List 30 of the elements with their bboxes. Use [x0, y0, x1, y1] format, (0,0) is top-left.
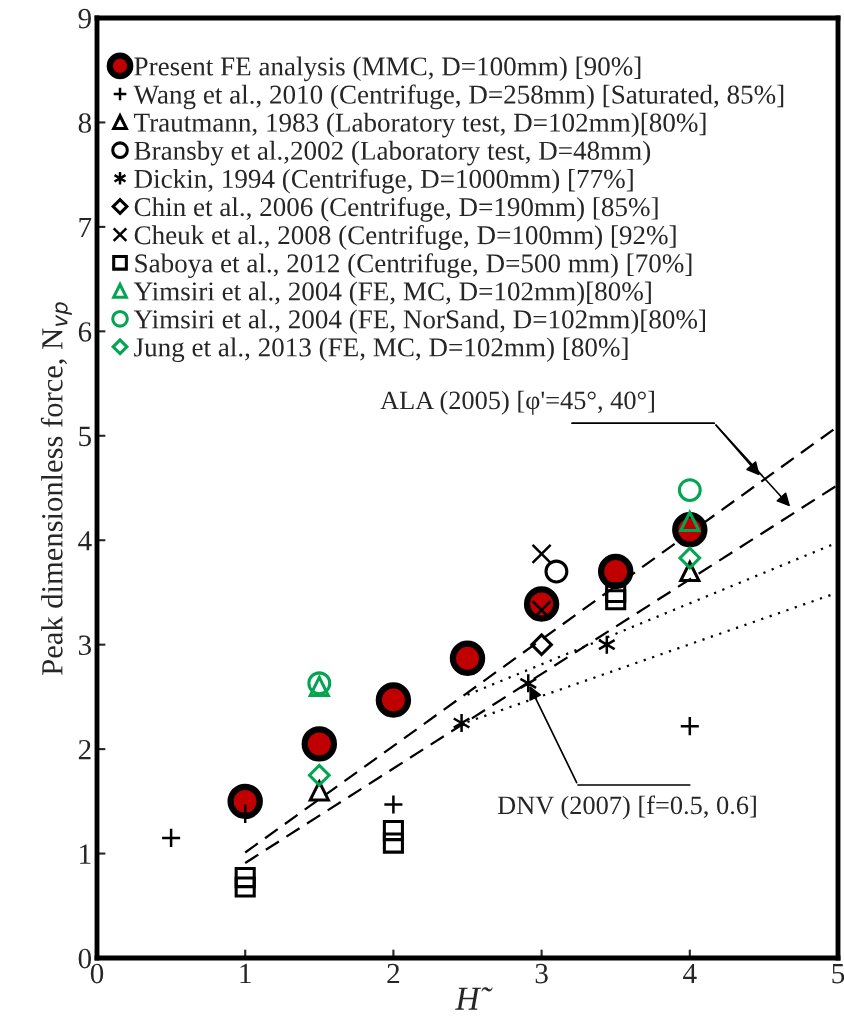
x-tick-label: 1: [240, 963, 251, 984]
x-tick-label: 5: [832, 964, 844, 984]
y-tick-label: 6: [78, 322, 92, 342]
legend-label: Dickin, 1994 (Centrifuge, D=1000mm) [77%]: [134, 168, 633, 194]
legend-label: Bransby et al.,2002 (Laboratory test, D=48mm): [134, 140, 651, 166]
y-tick-label: 4: [78, 531, 92, 551]
legend-label: Trautmann, 1983 (Laboratory test, D=102mm)[80%]: [134, 112, 706, 138]
y-tick-label: 3: [78, 635, 91, 656]
y-tick-label: 7: [79, 217, 92, 238]
x-tick-label: 2: [387, 963, 400, 984]
x-axis-title: H̃: [455, 987, 493, 1010]
legend-label: Jung et al., 2013 (FE, MC, D=102mm) [80%]: [134, 337, 628, 363]
legend-label: Yimsiri et al., 2004 (FE, NorSand, D=102mm)[80%]: [133, 309, 705, 335]
x-tick-label: 3: [535, 963, 548, 984]
legend-label: Wang et al., 2010 (Centrifuge, D=258mm) [Saturated, 85%]: [133, 84, 784, 110]
y-axis-title: Peak dimensionless force, N$_{vp}$: [40, 302, 72, 675]
legend-label: Cheuk et al., 2008 (Centrifuge, D=100mm) [92%]: [134, 225, 676, 250]
y-tick-label: 2: [78, 739, 91, 760]
legend-label: Chin et al., 2006 (Centrifuge, D=190mm) [85%]: [134, 196, 658, 222]
legend-label: Present FE analysis (MMC, D=100mm) [90%]: [134, 56, 641, 82]
legend-label: Saboya et al., 2012 (Centrifuge, D=500 mm) [70%]: [135, 253, 692, 279]
y-tick-label: 9: [78, 8, 91, 29]
x-tick-label: 4: [683, 963, 697, 984]
annotation: DNV (2007) [f=0.5, 0.6]: [497, 795, 756, 820]
y-tick-label: 1: [80, 844, 91, 864]
annotation: ALA (2005) [φ'=45°, 40°]: [380, 390, 654, 415]
y-tick-label: 0: [78, 948, 92, 969]
legend-label: Yimsiri et al., 2004 (FE, MC, D=102mm)[80%]: [133, 281, 651, 307]
y-tick-label: 8: [78, 113, 92, 133]
y-tick-label: 5: [79, 426, 91, 447]
